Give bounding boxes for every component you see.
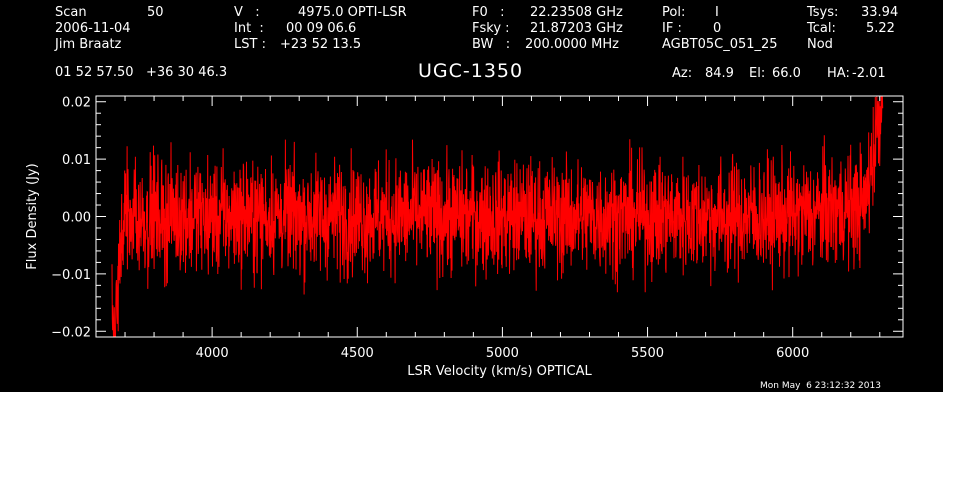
lst-label: LST : [234,37,266,52]
y-axis-label: Flux Density (Jy) [25,163,40,269]
tcal-value: 5.22 [866,21,895,36]
if-value: 0 [713,21,722,36]
fsky-label: Fsky : [472,21,510,36]
fsky-value: 21.87203 GHz [530,21,623,36]
f0-value: 22.23508 GHz [530,5,623,20]
ha-value: -2.01 [852,66,886,81]
x-tick-label: 4500 [341,346,374,361]
observer-text: Jim Braatz [55,37,122,52]
coordinates-text: 01 52 57.50 +36 30 46.3 [55,65,228,80]
x-tick-label: 5500 [631,346,664,361]
x-tick-label: 6000 [776,346,809,361]
v-value: 4975.0 OPTI-LSR [298,5,407,20]
f0-label: F0 : [472,5,505,20]
v-label: V : [234,5,260,20]
spectrum-line [111,95,884,338]
x-tick-label: 5000 [486,346,519,361]
source-name: UGC-1350 [418,60,524,82]
tsys-value: 33.94 [861,5,899,20]
spectrum-trace-group [111,95,884,338]
pol-value: I [715,5,719,20]
x-tick-label: 4000 [196,346,229,361]
timestamp-text: Mon May 6 23:12:32 2013 [760,381,881,391]
y-tick-label: 0.02 [62,96,91,111]
bw-value: 200.0000 MHz [525,37,619,52]
el-label: El: [749,66,766,81]
bw-label: BW : [472,37,511,52]
plot-panel: Scan 50 2006-11-04 Jim Braatz V : 4975.0… [0,0,943,392]
tsys-label: Tsys: [807,5,839,20]
int-value: 00 09 06.6 [286,21,357,36]
az-value: 84.9 [705,66,734,81]
pol-label: Pol: [662,5,686,20]
y-tick-label: −0.02 [51,325,91,340]
el-value: 66.0 [772,66,801,81]
lst-value: +23 52 13.5 [280,37,362,52]
spectrum-chart: 4000 4500 5000 5500 6000 −0.02 −0.01 0.00 0.01 0.… [25,95,904,379]
int-label: Int : [234,21,264,36]
az-label: Az: [672,66,693,81]
y-tick-label: −0.01 [51,268,91,283]
procedure-text: Nod [807,37,833,52]
tcal-label: Tcal: [807,21,836,36]
ha-label: HA: [827,66,850,81]
project-text: AGBT05C_051_25 [662,37,778,52]
if-label: IF : [662,21,682,36]
date-text: 2006-11-04 [55,21,131,36]
axis-ticks: 4000 4500 5000 5500 6000 −0.02 −0.01 0.00 0.01 0.… [51,96,903,361]
scan-label: Scan [55,5,87,20]
y-tick-label: 0.00 [62,211,91,226]
x-axis-label: LSR Velocity (km/s) OPTICAL [407,364,592,379]
y-tick-label: 0.01 [62,153,91,168]
scan-value: 50 [147,5,164,20]
